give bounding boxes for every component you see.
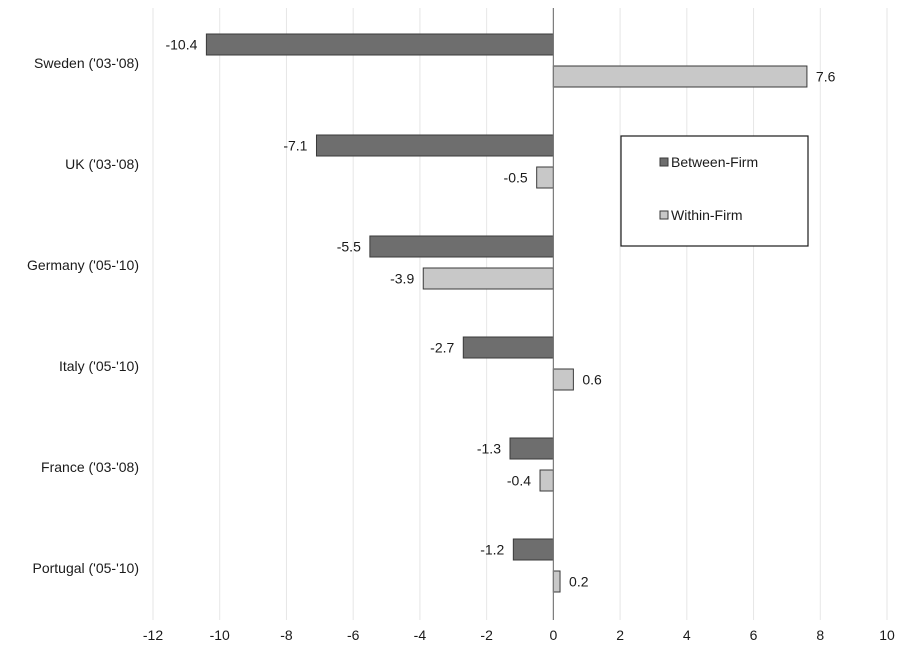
data-label: 7.6: [816, 69, 836, 85]
data-label: 0.2: [569, 574, 589, 590]
x-tick-label: 6: [750, 627, 758, 643]
legend-label: Between-Firm: [671, 154, 758, 170]
bar-between-firm: [462, 336, 554, 359]
legend-swatch: [659, 157, 669, 167]
x-tick-label: 2: [616, 627, 624, 643]
gridlines: [152, 8, 888, 620]
x-tick-labels: -12 -10 -8 -6 -4 -2 0 2 4 6 8 10: [143, 627, 895, 643]
x-tick-label: -8: [280, 627, 293, 643]
category-label: Portugal ('05-'10): [32, 560, 139, 576]
bar-between-firm: [315, 134, 554, 157]
category-label: Sweden ('03-'08): [34, 55, 139, 71]
legend-label: Within-Firm: [671, 207, 743, 223]
legend: Between-Firm Within-Firm: [620, 135, 809, 247]
data-label: -10.4: [165, 37, 197, 53]
data-label: -5.5: [337, 239, 361, 255]
x-tick-label: 0: [549, 627, 557, 643]
x-tick-label: -6: [347, 627, 360, 643]
bar-between-firm: [369, 235, 554, 258]
category-label: UK ('03-'08): [65, 156, 139, 172]
bar-between-firm: [205, 33, 554, 56]
legend-box: [620, 135, 809, 247]
data-label: -7.1: [283, 138, 307, 154]
data-label: 0.6: [582, 372, 602, 388]
bars: [205, 33, 808, 593]
bar-between-firm: [509, 437, 554, 460]
data-label: -0.4: [507, 473, 531, 489]
x-tick-label: -10: [210, 627, 230, 643]
data-label: -3.9: [390, 271, 414, 287]
bar-within-firm: [552, 65, 808, 88]
x-tick-label: 4: [683, 627, 691, 643]
x-tick-label: 8: [816, 627, 824, 643]
data-labels: -10.4 7.6 -7.1 -0.5 -5.5 -3.9 -2.7 0.6 -1.3 -0.4 -…: [165, 37, 835, 590]
bar-within-firm: [552, 368, 574, 391]
legend-swatch: [659, 210, 669, 220]
data-label: -1.3: [477, 441, 501, 457]
x-tick-label: 10: [879, 627, 895, 643]
category-label: Italy ('05-'10): [59, 358, 139, 374]
bar-within-firm: [536, 166, 554, 189]
bar-within-firm: [422, 267, 554, 290]
data-label: -0.5: [504, 170, 528, 186]
x-tick-label: -12: [143, 627, 163, 643]
bar-within-firm: [552, 570, 561, 593]
category-label: Germany ('05-'10): [27, 257, 139, 273]
x-tick-label: -2: [480, 627, 493, 643]
bar-within-firm: [539, 469, 554, 492]
data-label: -1.2: [480, 542, 504, 558]
category-labels: Sweden ('03-'08) UK ('03-'08) Germany ('05…: [27, 55, 139, 576]
bar-between-firm: [512, 538, 554, 561]
category-label: France ('03-'08): [41, 459, 139, 475]
x-tick-label: -4: [414, 627, 427, 643]
data-label: -2.7: [430, 340, 454, 356]
